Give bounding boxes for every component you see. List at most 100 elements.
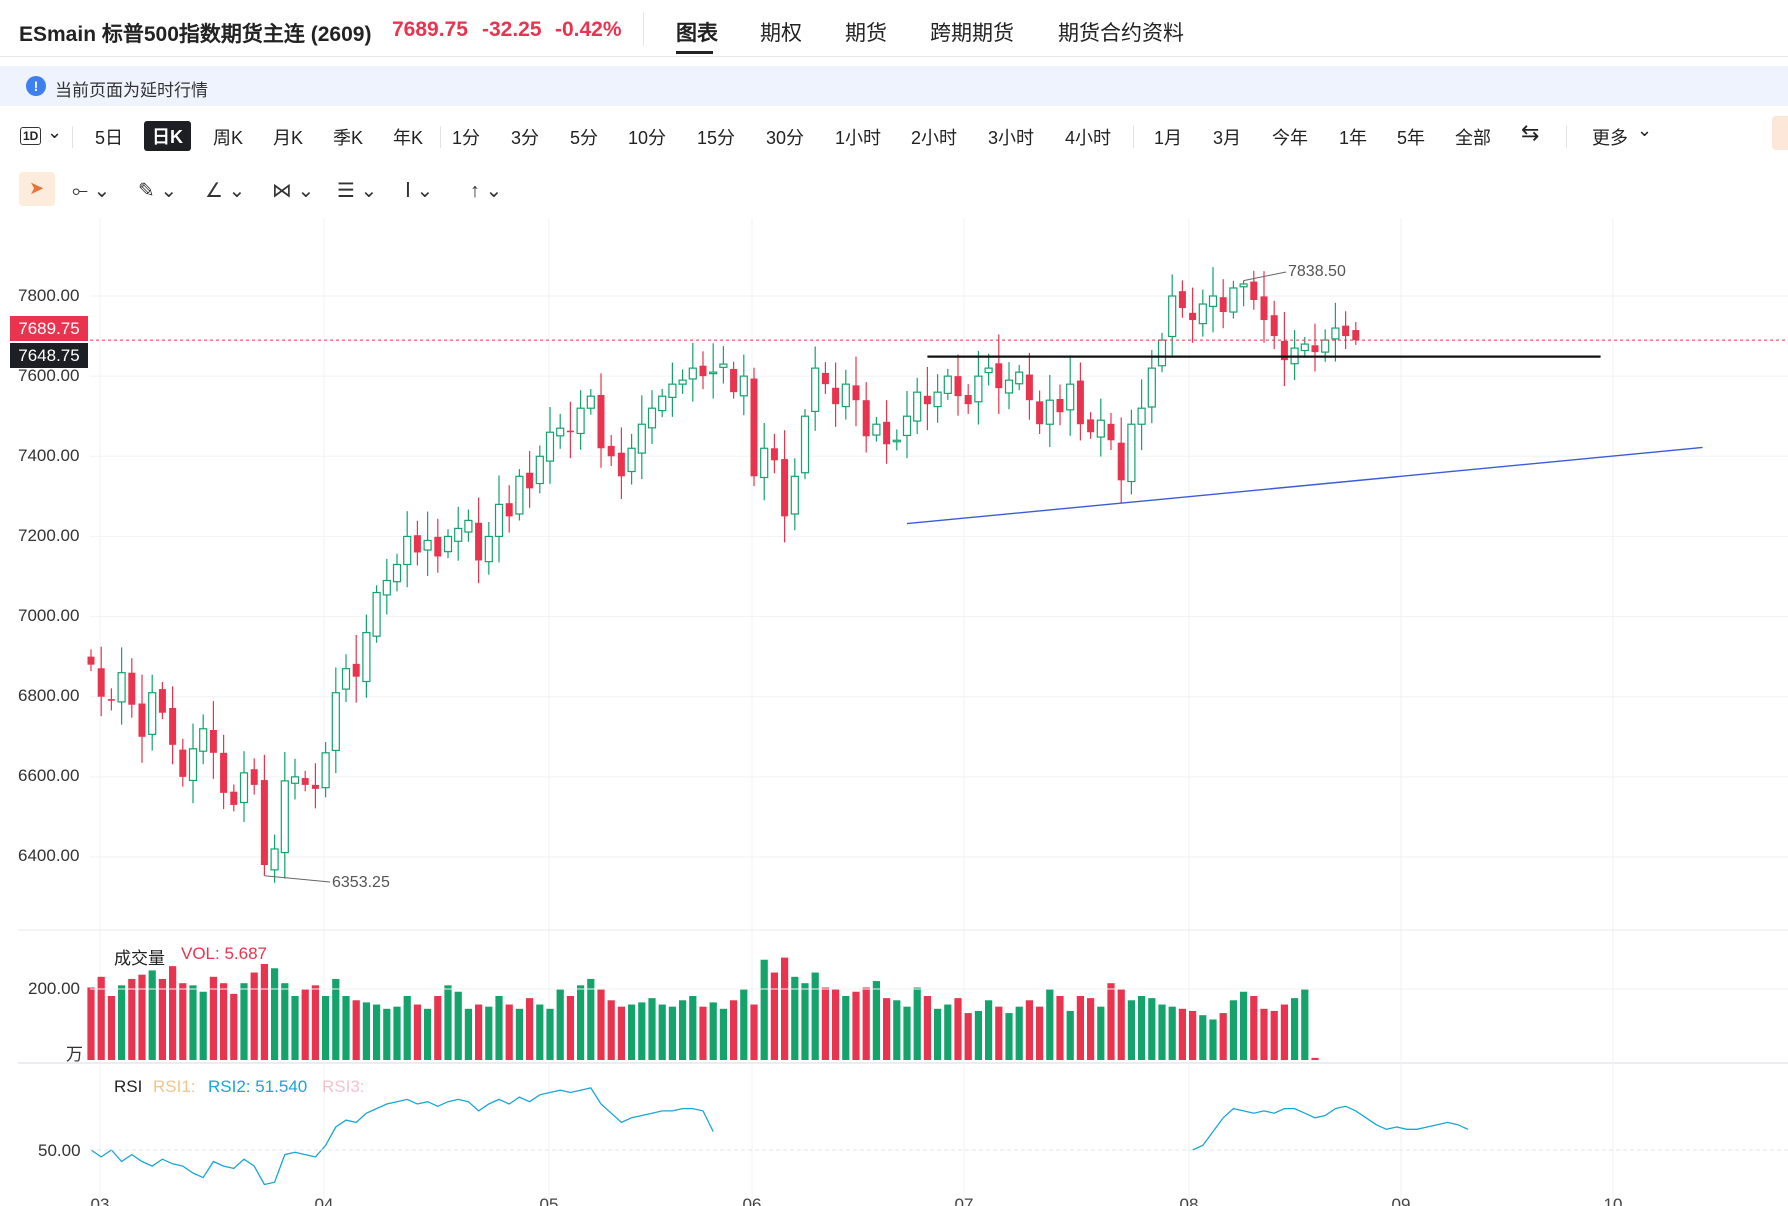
cursor-tool[interactable] [19,172,55,206]
tf-3hour[interactable]: 3小时 [988,128,1035,148]
tf-quarterly[interactable]: 季K [333,128,364,148]
candle-body [647,407,657,429]
candle-body [413,535,421,553]
range-3month[interactable]: 3月 [1213,128,1242,148]
volume-bar [1097,1006,1105,1060]
candle-body [220,752,228,793]
toolbar-divider [1133,126,1134,148]
tf-30min[interactable]: 30分 [766,128,805,148]
candle-body [995,363,1003,389]
text-tool-icon[interactable]: ☰ ⌄ [337,180,378,202]
candle-body [1147,367,1156,408]
cursor-icon: ➤ [29,178,45,198]
candle-body [790,475,799,515]
candle-body [607,445,615,457]
volume-bar [995,1006,1003,1060]
arrow-tool-icon[interactable]: ↑ ⌄ [470,180,503,202]
line-tool-icon[interactable]: ⟜ ⌄ [72,180,111,202]
tf-weekly[interactable]: 周K [213,128,244,148]
date-range-icon[interactable]: ⇆ [1521,120,1540,145]
volume-bar [362,1002,370,1060]
range-5year[interactable]: 5年 [1397,128,1426,148]
candle-body [1004,379,1014,394]
tf-daily[interactable]: 日K [144,121,191,151]
range-1month[interactable]: 1月 [1154,128,1183,148]
volume-bar [668,1006,676,1060]
chevron-down-icon[interactable]: ⌄ [1637,120,1653,140]
volume-bar [454,991,462,1060]
candle-body [526,472,534,489]
font-tool-icon[interactable]: Ⅰ ⌄ [405,180,434,202]
interval-selector[interactable]: 1D [20,127,42,145]
candle-body [209,729,217,753]
volume-bar [1311,1057,1319,1060]
tf-monthly[interactable]: 月K [273,128,304,148]
chevron-down-icon[interactable]: ⌄ [47,122,63,142]
candle-body [341,668,351,690]
range-ytd[interactable]: 今年 [1272,128,1308,148]
candle-body [392,563,402,583]
x-axis-label: 09 [1392,1195,1411,1206]
volume-bar [87,987,95,1060]
candle-body [403,535,412,566]
volume-bar [617,1006,625,1060]
tf-15min[interactable]: 15分 [697,128,736,148]
pen-tool-icon[interactable]: ∠ ⌄ [205,180,246,202]
tab-spread-futures[interactable]: 跨期期货 [930,22,1014,45]
rsi3-label: RSI3: [322,1077,365,1096]
volume-bar [209,976,217,1060]
toolbar-divider [440,126,441,148]
tab-futures[interactable]: 期货 [845,22,887,45]
pattern-tool-icon[interactable]: ⋈ ⌄ [272,180,315,202]
tf-1min[interactable]: 1分 [452,128,481,148]
candle-body [260,780,268,866]
volume-bar [913,987,921,1060]
range-1year[interactable]: 1年 [1339,128,1368,148]
volume-bar [1189,1010,1197,1060]
crosshair-price-tag: 7648.75 [10,343,88,368]
range-all[interactable]: 全部 [1455,128,1491,148]
rsi-label: RSI [114,1077,143,1096]
tf-1hour[interactable]: 1小时 [835,128,882,148]
candle-body [954,376,962,397]
candle-body [678,379,687,385]
tab-options[interactable]: 期权 [760,22,802,45]
tab-contract-info[interactable]: 期货合约资料 [1058,22,1184,45]
rsi-tick-50: 50.00 [38,1141,81,1160]
volume-bar [689,996,697,1060]
tf-4hour[interactable]: 4小时 [1065,128,1112,148]
volume-bar [1158,1004,1166,1060]
volume-bar [964,1013,972,1060]
candle-body [1189,312,1197,321]
candle-body [1087,419,1095,433]
volume-bar [658,1004,666,1060]
volume-bar [1219,1013,1227,1060]
candle-body [423,539,432,551]
volume-bar [628,1004,636,1060]
candle-body [760,447,769,479]
tf-3min[interactable]: 3分 [511,128,540,148]
volume-bar [1117,989,1125,1060]
volume-bar [577,985,585,1060]
volume-bar [546,1008,554,1060]
candle-body [1127,423,1136,483]
candle-body [1056,398,1064,413]
volume-bar [1250,996,1258,1060]
brush-tool-icon[interactable]: ✎ ⌄ [138,180,178,202]
tf-2hour[interactable]: 2小时 [911,128,958,148]
candle-body [87,656,95,665]
tf-10min[interactable]: 10分 [628,128,667,148]
more-button[interactable]: 更多 [1592,128,1628,148]
price-tick-6600: 6600.00 [18,766,80,785]
tf-yearly[interactable]: 年K [393,128,424,148]
candle-body [1331,327,1340,340]
candle-body [872,423,881,436]
tf-5min[interactable]: 5分 [570,128,599,148]
tab-chart[interactable]: 图表 [676,22,718,45]
edit-icon[interactable] [1772,116,1788,150]
tf-5day[interactable]: 5日 [95,128,124,148]
candle-body [852,385,860,401]
candle-body [1352,330,1360,341]
volume-bar [138,974,146,1060]
